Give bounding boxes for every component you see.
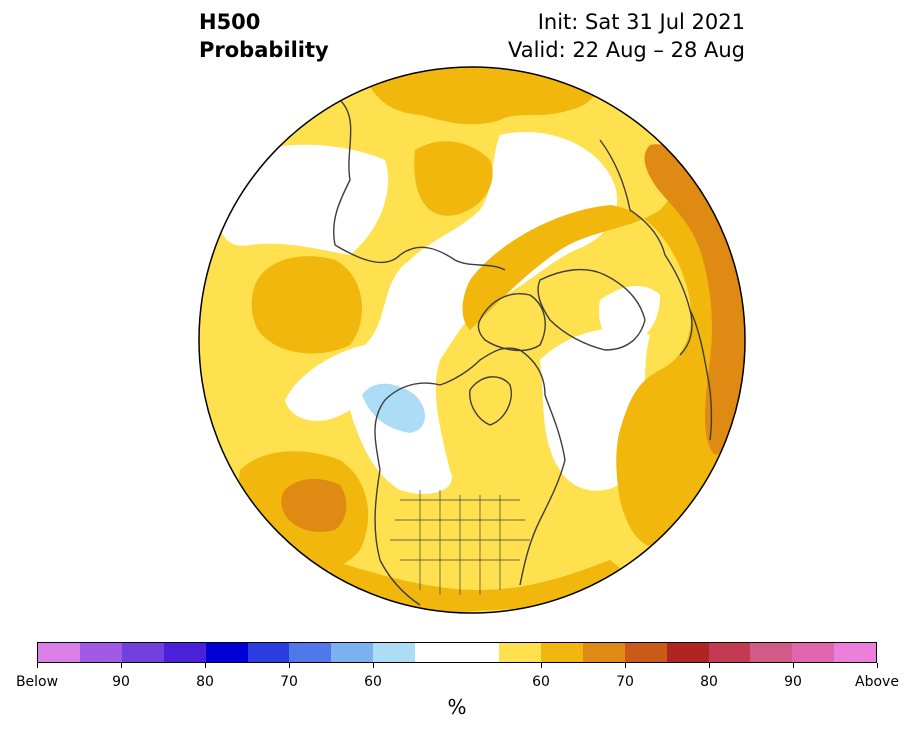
colorbar-bin (331, 643, 374, 662)
colorbar-bin (457, 643, 499, 662)
coastlines (333, 99, 713, 606)
colorbar-bin (121, 643, 164, 662)
colorbar-tick-label: 60 (364, 674, 382, 690)
field-white-pacific-north (218, 144, 389, 255)
colorbar-tick-label: 90 (784, 674, 802, 690)
units-label: % (447, 695, 467, 719)
colorbar-bin (750, 643, 793, 662)
colorbar-bin (540, 643, 583, 662)
colorbar-tick-label: 70 (616, 674, 634, 690)
globe-outline (198, 66, 746, 614)
coast-us-grid (390, 490, 530, 595)
colorbar-bin (666, 643, 709, 662)
colorbar-tick (541, 663, 542, 668)
colorbar-tick (709, 663, 710, 668)
colorbar-tick-label: 80 (196, 674, 214, 690)
coast-greenland (477, 293, 546, 352)
field-gold-siberia (414, 141, 493, 216)
variable-label: H500 (199, 10, 261, 34)
colorbar-bin (498, 643, 541, 662)
field-orange-pacific-south (281, 478, 347, 532)
colorbar-bin (205, 643, 248, 662)
valid-range: Valid: 22 Aug – 28 Aug (507, 38, 745, 62)
coast-europe-east (599, 139, 693, 356)
colorbar-tick (37, 663, 38, 668)
product-label: Probability (199, 38, 329, 62)
colorbar-tick-label: Below (15, 674, 59, 690)
coast-middle-east (689, 309, 713, 441)
colorbar-bin (834, 643, 877, 662)
colorbar-tick-label: 70 (280, 674, 298, 690)
field-blue-canada (362, 383, 426, 433)
colorbar-tick-label: Above (855, 674, 899, 690)
colorbar-tick-label: 80 (700, 674, 718, 690)
colorbar-tick-label: 90 (112, 674, 130, 690)
probability-field (199, 67, 745, 613)
probability-colorbar (37, 642, 877, 663)
colorbar-tick (121, 663, 122, 668)
coast-asia (333, 99, 506, 271)
colorbar-bin (708, 643, 751, 662)
field-white-europe-east (599, 285, 660, 346)
colorbar-bin (38, 643, 80, 662)
colorbar-bin (415, 643, 458, 662)
colorbar-bin (247, 643, 290, 662)
colorbar-bin (163, 643, 206, 662)
colorbar-tick (289, 663, 290, 668)
colorbar-tick (373, 663, 374, 668)
colorbar-bin (582, 643, 625, 662)
colorbar-bin (792, 643, 835, 662)
date-info: Init: Sat 31 Jul 2021 Valid: 22 Aug – 28… (508, 8, 745, 64)
coast-europe (537, 268, 646, 351)
colorbar-tick (205, 663, 206, 668)
coast-hudson (469, 376, 512, 426)
field-gold-pacific (251, 256, 362, 354)
colorbar-tick (793, 663, 794, 668)
colorbar-bin (373, 643, 416, 662)
colorbar-bin (79, 643, 122, 662)
map-title: H500 Probability (199, 8, 329, 64)
colorbar-bin (624, 643, 667, 662)
colorbar-tick-label: 60 (532, 674, 550, 690)
colorbar-tick (625, 663, 626, 668)
colorbar-tick (877, 663, 878, 668)
colorbar-bin (289, 643, 332, 662)
field-gold-africa (616, 406, 711, 548)
init-date: Init: Sat 31 Jul 2021 (537, 10, 745, 34)
